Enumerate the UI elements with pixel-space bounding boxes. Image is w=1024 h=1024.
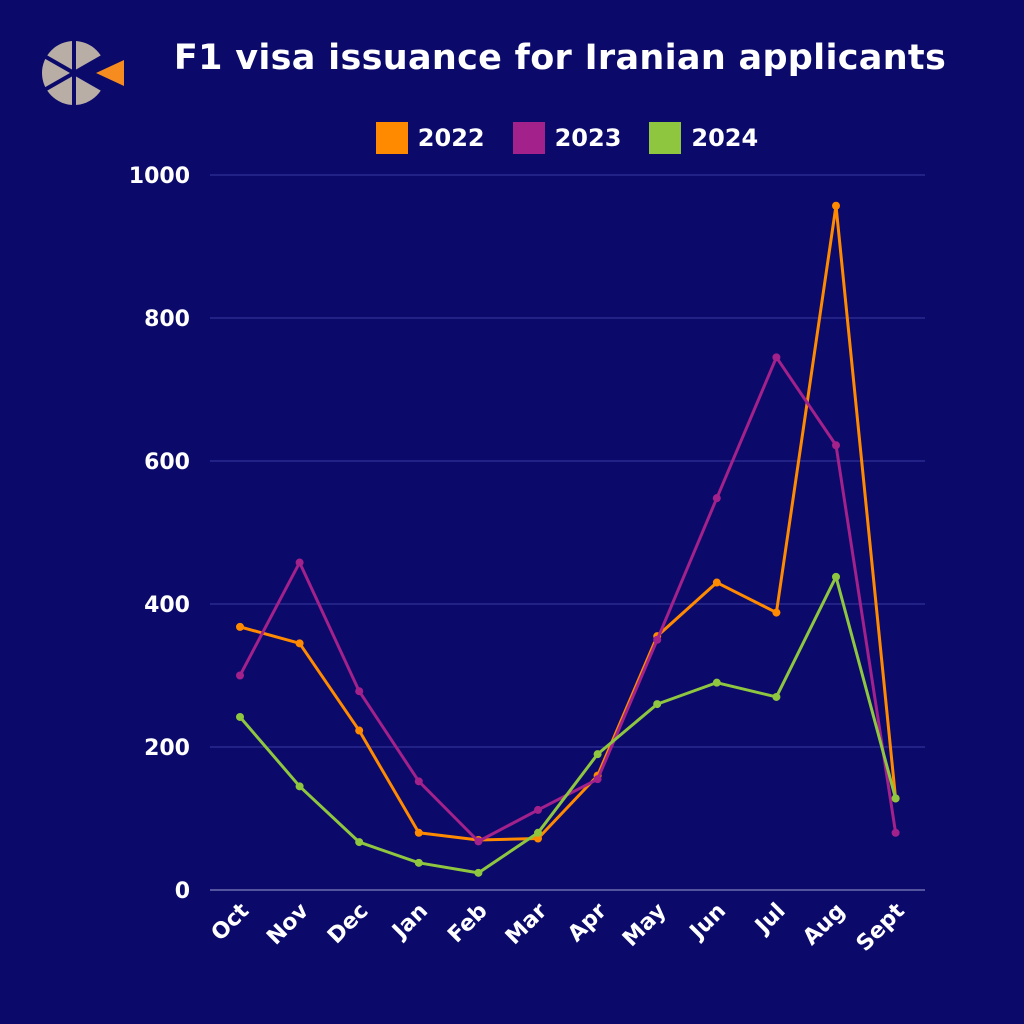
x-tick-label: Aug [798, 899, 850, 951]
series-line-2022 [239, 204, 898, 842]
data-point-2023 [414, 777, 423, 786]
x-tick-label: Mar [501, 898, 552, 949]
data-point-2023 [593, 775, 602, 784]
legend-label-2024: 2024 [691, 124, 759, 152]
data-point-2024 [712, 678, 721, 687]
data-point-2023 [832, 441, 840, 450]
legend: 2022 2023 2024 [0, 122, 1024, 154]
data-point-2023 [295, 558, 304, 567]
x-tick-label: Feb [443, 899, 492, 948]
x-tick-label: Sept [852, 898, 910, 956]
legend-swatch-2023 [512, 122, 545, 154]
data-point-2023 [712, 494, 721, 503]
data-point-2024 [295, 782, 304, 791]
y-tick-label: 600 [144, 450, 190, 475]
data-point-2022 [414, 828, 423, 837]
data-point-2024 [474, 868, 483, 877]
y-tick-label: 0 [175, 879, 190, 904]
x-tick-label: Apr [563, 898, 612, 947]
legend-swatch-2022 [375, 122, 408, 154]
data-point-2024 [653, 700, 662, 709]
data-point-2024 [593, 750, 602, 759]
chart-title: F1 visa issuance for Iranian applicants [173, 38, 947, 78]
x-tick-label: May [618, 899, 671, 952]
legend-label-2023: 2023 [554, 124, 622, 152]
data-point-2022 [534, 834, 542, 843]
data-point-2023 [772, 353, 781, 362]
x-tick-label: Jun [684, 899, 731, 946]
legend-label-2022: 2022 [417, 124, 485, 152]
data-point-2023 [891, 828, 900, 837]
series-line-2024 [238, 575, 898, 875]
data-point-2024 [772, 692, 781, 701]
data-point-2023 [534, 805, 542, 814]
data-point-2024 [832, 572, 840, 581]
data-point-2024 [236, 712, 244, 721]
data-point-2022 [355, 726, 364, 735]
legend-item-2023: 2023 [512, 122, 622, 154]
legend-item-2024: 2024 [649, 122, 758, 154]
legend-item-2022: 2022 [375, 122, 485, 154]
y-tick-label: 1000 [129, 164, 190, 189]
data-point-2022 [295, 639, 304, 648]
data-point-2024 [534, 828, 542, 837]
data-point-2022 [772, 608, 781, 617]
data-point-2022 [832, 201, 840, 210]
x-tick-label: Dec [323, 899, 373, 949]
y-tick-label: 800 [144, 307, 190, 332]
y-tick-label: 200 [144, 736, 190, 761]
data-point-2023 [355, 687, 364, 696]
x-tick-label: Jul [749, 899, 790, 940]
data-point-2024 [891, 794, 900, 803]
data-point-2023 [236, 671, 244, 680]
data-point-2023 [474, 837, 483, 846]
data-point-2024 [355, 838, 364, 847]
x-tick-label: Jan [387, 899, 433, 945]
x-tick-label: Oct [207, 898, 255, 946]
logo-icon [42, 40, 124, 106]
series-line-2023 [238, 355, 898, 843]
data-point-2022 [236, 622, 244, 631]
legend-swatch-2024 [649, 122, 682, 154]
x-tick-label: Nov [262, 898, 314, 950]
data-point-2022 [712, 578, 721, 587]
data-point-2023 [653, 635, 662, 644]
y-tick-label: 400 [144, 593, 190, 618]
data-point-2024 [414, 858, 423, 867]
